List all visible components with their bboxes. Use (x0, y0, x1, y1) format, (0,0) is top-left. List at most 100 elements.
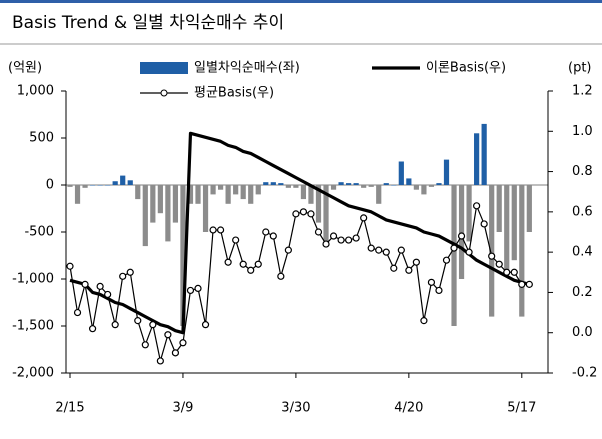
bar (67, 185, 73, 187)
marker (480, 220, 488, 228)
bar (413, 185, 419, 190)
bar (187, 185, 194, 204)
marker (525, 280, 533, 288)
marker (322, 240, 330, 248)
marker (111, 321, 119, 329)
marker (412, 258, 420, 266)
y2-tick-label: 1.2 (572, 84, 593, 99)
marker (201, 321, 210, 329)
y2-axis-label: (pt) (568, 61, 592, 76)
y-tick-label: 1,000 (17, 84, 54, 99)
x-tick-label: 3/9 (172, 401, 193, 416)
y2-tick-label: 0.2 (572, 285, 593, 300)
bar (383, 183, 389, 185)
bar (142, 185, 148, 247)
bar (519, 185, 525, 317)
marker (503, 268, 511, 276)
marker (488, 252, 496, 260)
bar (285, 185, 291, 188)
bar (202, 185, 209, 232)
bar (218, 185, 224, 190)
marker (420, 317, 428, 325)
marker (73, 308, 82, 317)
bar (474, 133, 480, 185)
bar (180, 185, 186, 326)
marker (119, 272, 127, 280)
bar (82, 185, 88, 188)
marker (360, 214, 368, 222)
chart-title: Basis Trend & 일별 차익순매수 추이 (12, 13, 284, 33)
bar (300, 185, 307, 200)
bar (428, 185, 435, 187)
y-tick-label: -1,000 (12, 272, 54, 287)
bar (346, 183, 352, 185)
marker (352, 234, 360, 242)
marker (239, 260, 247, 268)
y-tick-label: -500 (24, 225, 54, 240)
bar (293, 185, 299, 188)
marker (194, 284, 202, 292)
bar (398, 161, 404, 185)
marker (397, 246, 405, 254)
legend-label: 이론Basis(우) (426, 61, 506, 76)
bar (97, 185, 103, 186)
bar (150, 185, 156, 223)
bar (323, 185, 329, 242)
marker (435, 286, 443, 295)
bar (406, 178, 412, 185)
marker (457, 232, 466, 240)
bar (195, 185, 201, 204)
bar (466, 185, 472, 242)
marker (473, 202, 481, 210)
bar (255, 185, 261, 195)
marker (337, 236, 345, 244)
bar (225, 185, 231, 204)
marker (367, 244, 375, 252)
y-tick-label: -1,500 (12, 319, 54, 334)
marker (269, 232, 277, 240)
marker (405, 266, 413, 274)
marker (495, 260, 503, 268)
line (69, 131, 530, 335)
y2-tick-label: 0.6 (572, 204, 593, 219)
marker (450, 244, 458, 252)
y2-tick-label: 0.4 (572, 245, 593, 260)
marker (164, 331, 172, 339)
bar (308, 185, 314, 204)
bar (451, 185, 457, 326)
legend-label: 평균Basis(우) (194, 86, 274, 101)
marker (375, 246, 383, 254)
y2-tick-label: 1.0 (572, 124, 593, 139)
bar (135, 185, 141, 200)
marker (254, 260, 262, 268)
bar (368, 185, 374, 187)
marker (442, 256, 451, 264)
marker (247, 266, 255, 274)
marker (299, 208, 308, 216)
marker (284, 246, 292, 254)
marker (510, 268, 518, 276)
bar (263, 182, 269, 185)
marker (427, 278, 436, 286)
marker (329, 232, 338, 240)
marker (224, 258, 232, 266)
y2-tick-label: 0.8 (572, 164, 593, 179)
marker (314, 228, 323, 236)
bar (489, 185, 495, 317)
marker (345, 236, 353, 244)
y-tick-label: 500 (29, 131, 54, 146)
marker (262, 228, 270, 236)
x-tick-label: 5/17 (507, 401, 536, 416)
bar (353, 183, 359, 185)
x-tick-label: 2/15 (55, 401, 84, 416)
y2-tick-label: -0.2 (572, 366, 597, 381)
legend-swatch (140, 62, 188, 74)
legend-label: 일별차익순매수(좌) (194, 61, 300, 76)
bar (361, 185, 367, 188)
marker (171, 349, 180, 357)
marker (217, 226, 225, 234)
bar (74, 185, 81, 204)
bar (421, 185, 427, 195)
bar (315, 185, 322, 223)
